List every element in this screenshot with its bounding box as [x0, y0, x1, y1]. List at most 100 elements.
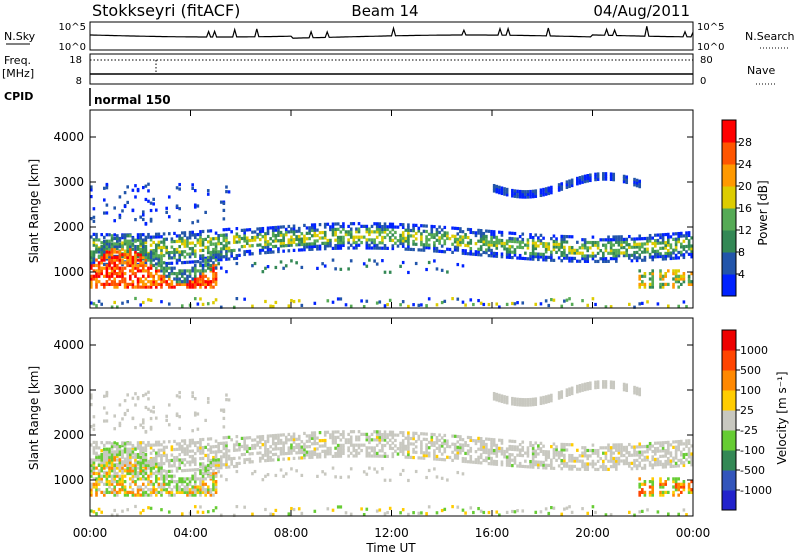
power-cell	[118, 266, 122, 270]
velocity-cell	[474, 439, 478, 443]
power-cell	[334, 230, 337, 234]
velocity-cell	[188, 477, 192, 481]
velocity-cell	[264, 474, 267, 478]
velocity-cell	[399, 447, 402, 451]
velocity-cell	[391, 441, 395, 445]
velocity-cell	[105, 463, 109, 467]
power-cell	[214, 282, 218, 286]
power-cell	[674, 274, 678, 278]
velocity-cell	[529, 459, 532, 464]
velocity-cell	[100, 461, 103, 465]
velocity-cell	[193, 468, 197, 472]
velocity-cell	[466, 449, 470, 453]
velocity-cell	[578, 467, 582, 471]
velocity-cell	[635, 450, 639, 454]
power-cell	[362, 304, 366, 309]
velocity-cell	[147, 440, 150, 445]
velocity-cell	[160, 466, 163, 470]
power-cell	[191, 221, 194, 225]
x-tick-label: 08:00	[274, 526, 309, 540]
velocity-cell	[193, 451, 197, 456]
velocity-cell	[401, 468, 405, 473]
velocity-cell	[617, 451, 621, 455]
velocity-cell	[131, 474, 135, 478]
velocity-cell	[219, 441, 223, 445]
power-cell	[167, 274, 171, 278]
velocity-cell	[175, 480, 179, 484]
velocity-cell	[565, 464, 569, 468]
power-cell	[336, 235, 340, 240]
power-cell	[261, 226, 265, 231]
power-cell	[178, 207, 181, 211]
velocity-cell	[175, 488, 179, 492]
velocity-cell	[139, 511, 142, 515]
velocity-cell	[191, 454, 194, 459]
velocity-cell	[513, 402, 517, 406]
power-cell	[373, 259, 376, 263]
velocity-cell	[131, 490, 135, 494]
velocity-cell	[271, 452, 275, 457]
velocity-cell	[459, 451, 462, 455]
velocity-cell	[625, 459, 629, 463]
power-cell	[479, 239, 483, 244]
velocity-cell	[108, 450, 111, 454]
power-cell	[339, 241, 343, 245]
power-cell	[118, 261, 122, 265]
velocity-cell	[199, 448, 202, 453]
power-cell	[526, 238, 530, 242]
power-cell	[529, 192, 532, 196]
power-cell	[453, 245, 457, 249]
power-cell	[669, 251, 673, 255]
colorbar-tick-label: 1000	[740, 344, 768, 357]
power-cell	[654, 239, 657, 243]
velocity-cell	[196, 510, 200, 514]
velocity-cell	[638, 464, 642, 468]
power-cell	[196, 277, 200, 281]
power-cell	[417, 303, 421, 307]
power-cell	[667, 282, 670, 286]
power-cell	[607, 259, 610, 263]
power-cell	[248, 238, 252, 243]
power-cell	[313, 244, 317, 249]
velocity-cell	[490, 459, 493, 463]
power-ylabel: Slant Range [km]	[27, 159, 41, 263]
power-cell	[214, 266, 218, 270]
velocity-cell	[355, 451, 358, 455]
power-cell	[607, 238, 610, 242]
velocity-cell	[162, 453, 166, 458]
power-cell	[175, 277, 179, 281]
power-cell	[412, 303, 415, 307]
velocity-cell	[638, 442, 642, 446]
velocity-cell	[243, 460, 246, 465]
power-cell	[196, 219, 200, 223]
power-cell	[180, 242, 184, 246]
power-cell	[537, 252, 540, 256]
power-cell	[180, 274, 184, 278]
power-cell	[144, 282, 148, 286]
power-cell	[430, 235, 434, 239]
freq-label-line1: Freq.	[4, 54, 31, 67]
power-cell	[612, 178, 616, 182]
velocity-cell	[651, 449, 655, 454]
colorbar-tick-label: 4	[738, 268, 745, 281]
power-cell	[110, 255, 114, 259]
power-cell	[542, 190, 545, 194]
power-cell	[443, 250, 447, 254]
power-cell	[313, 231, 317, 235]
power-cell	[633, 245, 636, 249]
power-cell	[113, 269, 116, 273]
power-cell	[661, 277, 665, 281]
power-cell	[113, 300, 116, 305]
power-cell	[529, 235, 532, 239]
velocity-cell	[134, 458, 137, 462]
power-cell	[357, 230, 361, 234]
velocity-cell	[401, 508, 405, 512]
y-tick-label: 1000	[53, 265, 84, 279]
power-cell	[144, 277, 148, 281]
colorbar-swatch	[722, 252, 736, 275]
velocity-cell	[157, 440, 161, 444]
power-cell	[526, 192, 530, 196]
velocity-cell	[105, 465, 109, 469]
velocity-cell	[238, 461, 241, 465]
power-cell	[648, 272, 652, 276]
